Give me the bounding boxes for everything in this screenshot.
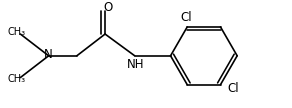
Text: Cl: Cl	[227, 82, 239, 95]
Text: N: N	[44, 48, 53, 61]
Text: CH₃: CH₃	[7, 75, 25, 84]
Text: NH: NH	[127, 58, 145, 71]
Text: Cl: Cl	[181, 11, 192, 24]
Text: CH₃: CH₃	[7, 27, 25, 37]
Text: O: O	[104, 1, 113, 14]
